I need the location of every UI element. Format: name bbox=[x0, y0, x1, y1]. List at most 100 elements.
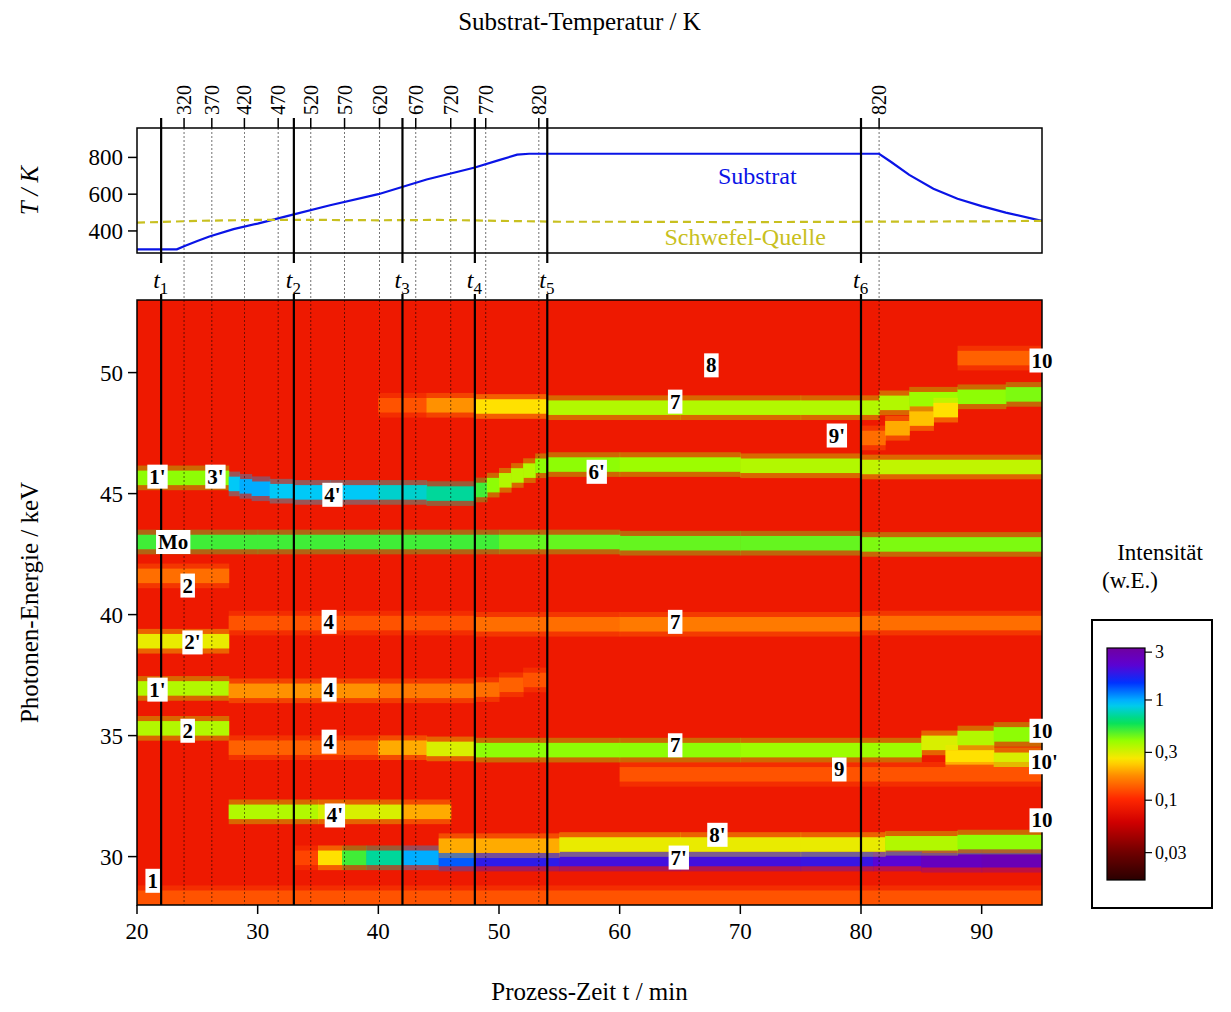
time-marker bbox=[160, 118, 162, 263]
annotation: 1' bbox=[147, 465, 167, 489]
x-tick bbox=[619, 905, 621, 914]
annotation-bg bbox=[669, 846, 689, 870]
colorbar-box bbox=[1092, 620, 1212, 908]
time-marker bbox=[860, 294, 862, 905]
series-label: Substrat bbox=[718, 163, 797, 189]
time-marker-index: 1 bbox=[160, 279, 169, 298]
peak-cell bbox=[885, 421, 910, 436]
peak-halo bbox=[861, 532, 1042, 557]
peak-cell bbox=[252, 482, 271, 497]
time-marker-label: t1 bbox=[153, 267, 168, 298]
x2-tick bbox=[538, 118, 540, 128]
annotation: 8 bbox=[704, 353, 719, 377]
peak-cell bbox=[982, 853, 1042, 868]
peak-halo bbox=[547, 452, 620, 477]
annotation: 9' bbox=[827, 424, 847, 448]
time-marker-index: 6 bbox=[860, 279, 869, 298]
peak-cell bbox=[402, 851, 439, 866]
x2-tick bbox=[450, 118, 452, 128]
series-label: Schwefel-Quelle bbox=[665, 224, 826, 250]
top-panel-bg bbox=[137, 128, 1042, 253]
peak-cell bbox=[499, 678, 524, 693]
annotation-bg bbox=[156, 530, 190, 554]
annotation: 9 bbox=[832, 757, 847, 781]
x2-grid-line bbox=[278, 128, 279, 905]
time-marker bbox=[860, 118, 862, 263]
peak-cell bbox=[620, 767, 1042, 782]
colorbar-tick-label: 3 bbox=[1155, 642, 1164, 662]
peak-cell bbox=[535, 459, 548, 474]
annotation-bg bbox=[832, 757, 847, 781]
y-tick-label: 35 bbox=[100, 724, 123, 749]
peak-cell bbox=[229, 805, 319, 820]
peak-cell bbox=[366, 851, 403, 866]
peak-cell bbox=[861, 743, 922, 758]
x2-grid-line bbox=[485, 128, 486, 905]
peak-halo bbox=[258, 530, 379, 555]
annotation: 4' bbox=[322, 483, 342, 507]
peak-cell bbox=[475, 682, 500, 697]
annotation-text: 1' bbox=[149, 678, 165, 702]
annotation-bg bbox=[1029, 750, 1060, 774]
peak-halo bbox=[137, 629, 229, 654]
annotation-text: 4 bbox=[324, 610, 335, 634]
peak-cell bbox=[861, 537, 1042, 552]
peak-cell bbox=[680, 837, 801, 852]
annotation: 1' bbox=[147, 678, 167, 702]
x2-tick-label: 570 bbox=[334, 85, 356, 115]
peak-cell bbox=[229, 477, 240, 492]
x2-tick-label: 620 bbox=[369, 85, 391, 115]
heatmap-background bbox=[137, 300, 1042, 905]
peak-halo bbox=[137, 530, 258, 555]
annotation-text: 10 bbox=[1032, 808, 1053, 832]
peak-halo bbox=[801, 395, 880, 420]
y-tick bbox=[128, 856, 137, 858]
peak-halo bbox=[137, 885, 1042, 905]
peak-cell bbox=[933, 403, 958, 418]
x2-grid-line bbox=[879, 128, 880, 905]
series-line bbox=[137, 220, 1042, 223]
colorbar-tick bbox=[1145, 852, 1152, 853]
peak-cell bbox=[861, 460, 1042, 475]
x2-tick bbox=[244, 118, 246, 128]
x2-grid-line bbox=[344, 128, 345, 905]
peak-cell bbox=[523, 673, 548, 688]
x2-grid-line bbox=[244, 128, 245, 905]
annotation-bg bbox=[1030, 349, 1055, 373]
peak-halo bbox=[252, 476, 271, 501]
annotation-bg bbox=[587, 460, 607, 484]
x-tick bbox=[378, 905, 380, 914]
y-tick bbox=[128, 735, 137, 737]
x-tick-label: 80 bbox=[850, 919, 873, 944]
time-marker bbox=[401, 294, 403, 905]
time-marker-index: 2 bbox=[293, 279, 302, 298]
annotation: 7 bbox=[668, 390, 683, 414]
peak-cell bbox=[958, 390, 1007, 405]
peak-cell bbox=[559, 837, 680, 852]
peak-cell bbox=[801, 837, 886, 852]
annotation-bg bbox=[322, 678, 337, 702]
peak-halo bbox=[378, 678, 475, 703]
peak-halo bbox=[229, 611, 476, 636]
annotation-text: 4 bbox=[324, 730, 335, 754]
x-tick bbox=[981, 905, 983, 914]
annotation-text: Mo bbox=[158, 530, 188, 554]
heatmap-frame bbox=[137, 300, 1042, 905]
annotation-bg bbox=[147, 465, 167, 489]
y-tick-label: 40 bbox=[100, 603, 123, 628]
peak-halo bbox=[933, 398, 958, 423]
peak-cell bbox=[909, 411, 934, 426]
annotation-bg bbox=[827, 424, 847, 448]
annotation-text: 4 bbox=[324, 678, 335, 702]
annotation-text: 8 bbox=[706, 353, 717, 377]
y-tick bbox=[128, 193, 137, 195]
series-line bbox=[137, 154, 1042, 250]
colorbar-tick bbox=[1145, 652, 1152, 653]
top-frame bbox=[137, 128, 1042, 253]
peak-cell bbox=[861, 431, 886, 446]
peak-halo bbox=[318, 845, 343, 870]
peak-cell bbox=[378, 684, 475, 699]
annotation-text: 7 bbox=[670, 733, 681, 757]
x2-tick-label: 420 bbox=[233, 85, 255, 115]
peak-cell bbox=[229, 616, 476, 631]
